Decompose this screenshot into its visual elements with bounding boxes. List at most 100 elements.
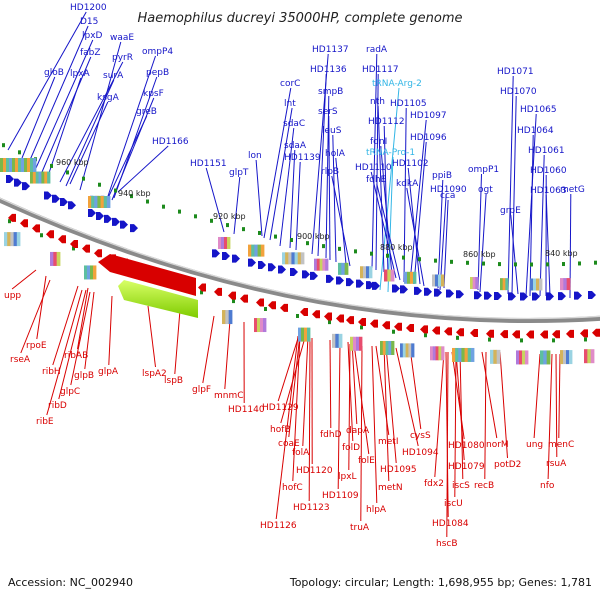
forward-gene-arrow xyxy=(484,291,492,300)
forward-gene-arrow xyxy=(268,263,276,272)
gene-label-hd1140: HD1140 xyxy=(228,405,265,415)
cog-color-block xyxy=(350,336,363,351)
gene-label-fdhd: fdhD xyxy=(320,430,342,440)
kbp-tick-label: 900 kbp xyxy=(297,232,330,241)
gene-label-hd1110: HD1110 xyxy=(355,163,392,173)
label-connector-line xyxy=(52,285,79,366)
gene-label-ribh: ribH xyxy=(42,367,61,377)
gene-label-hd1120: HD1120 xyxy=(296,466,333,476)
gene-label-grpe: grpE xyxy=(500,206,521,216)
scale-dash xyxy=(594,260,597,265)
reverse-gene-arrow xyxy=(346,316,354,325)
reverse-gene-arrow xyxy=(70,240,78,249)
reverse-gene-arrow xyxy=(382,321,390,330)
reverse-gene-arrow xyxy=(324,312,332,321)
scale-dash xyxy=(482,261,485,266)
forward-gene-arrow xyxy=(212,249,220,258)
cog-color-block xyxy=(4,232,21,247)
gene-label-menc: menC xyxy=(548,440,574,450)
scale-dash xyxy=(274,234,277,239)
forward-gene-arrow xyxy=(546,292,554,301)
label-connector-line xyxy=(70,291,91,386)
kbp-tick-label: 960 kbp xyxy=(56,158,89,167)
reverse-gene-arrow xyxy=(198,283,206,292)
reverse-gene-arrow xyxy=(406,324,414,333)
gene-label-hscb: hscB xyxy=(436,539,458,549)
scale-dash xyxy=(466,260,469,265)
gene-label-hd1129: HD1129 xyxy=(262,403,299,413)
gene-label-waae: waaE xyxy=(110,33,134,43)
gene-label-hd1095: HD1095 xyxy=(380,465,417,475)
reverse-gene-arrow xyxy=(432,326,440,335)
gene-label-hd1071: HD1071 xyxy=(497,67,534,77)
gene-label-ompp1: ompP1 xyxy=(468,165,499,175)
gene-label-hd1064: HD1064 xyxy=(517,126,554,136)
scale-dash xyxy=(178,209,181,214)
label-connector-line xyxy=(332,134,337,263)
label-connector-line xyxy=(371,53,378,269)
gene-label-recb: recB xyxy=(474,481,494,491)
label-connector-line xyxy=(371,345,378,504)
scale-dash xyxy=(98,182,101,187)
scale-dash xyxy=(392,329,395,334)
forward-gene-arrow xyxy=(232,254,240,263)
label-connector-line xyxy=(275,335,299,520)
label-connector-line xyxy=(107,115,148,199)
label-connector-line xyxy=(555,353,558,458)
scale-dash xyxy=(338,246,341,251)
forward-gene-arrow xyxy=(290,267,298,276)
reverse-gene-arrow xyxy=(214,287,222,296)
label-connector-line xyxy=(35,39,94,169)
gene-label-fdhe: fdhE xyxy=(366,175,387,185)
label-connector-line xyxy=(20,279,51,354)
scale-dash xyxy=(360,325,363,330)
gene-label-d15: D15 xyxy=(80,17,98,27)
gene-label-hd1112: HD1112 xyxy=(368,117,405,127)
reverse-gene-arrow xyxy=(240,294,248,303)
gene-label-dapa: dapA xyxy=(346,426,370,436)
forward-gene-arrow xyxy=(424,287,432,296)
gene-label-hofb: hofB xyxy=(270,425,291,435)
gene-label-trna-arg-2: tRNA-Arg-2 xyxy=(372,79,422,89)
gene-label-nfo: nfo xyxy=(540,481,555,491)
gene-label-hd1137: HD1137 xyxy=(312,45,349,55)
gene-label-hd1070: HD1070 xyxy=(500,87,537,97)
reverse-gene-arrow xyxy=(32,224,40,233)
forward-gene-arrow xyxy=(372,281,380,290)
label-connector-line xyxy=(108,295,113,366)
label-connector-line xyxy=(29,25,89,161)
gene-label-hd1080: HD1080 xyxy=(448,441,485,451)
label-connectors xyxy=(7,11,572,538)
gene-label-glpb: glpB xyxy=(74,371,94,381)
forward-gene-arrow xyxy=(120,220,128,229)
label-connector-line xyxy=(558,353,561,439)
scale-dash xyxy=(370,251,373,256)
gene-label-smpb: smpB xyxy=(318,87,343,97)
scale-dash xyxy=(530,262,533,267)
large-reverse-gene xyxy=(98,254,196,296)
gene-label-meti: metI xyxy=(378,437,399,447)
scale-dash xyxy=(402,255,405,260)
map-title: Haemophilus ducreyi 35000HP, complete ge… xyxy=(137,11,462,26)
gene-label-cyss: cysS xyxy=(410,431,431,441)
cog-color-block xyxy=(470,277,479,290)
scale-dash xyxy=(328,320,331,325)
label-connector-line xyxy=(377,105,385,273)
scale-dash xyxy=(82,176,85,181)
gene-labels: HD1200 D15 lpxD fabZ lpxA gloB pyrR surA waaE ksg… xyxy=(4,3,585,549)
gene-label-lpxd: lpxD xyxy=(82,31,103,41)
accession-text: Accession: NC_002940 xyxy=(8,576,133,589)
gene-label-fole: folE xyxy=(358,456,375,466)
gene-label-hd1123: HD1123 xyxy=(293,503,330,513)
gene-label-glpt: glpT xyxy=(229,168,249,178)
forward-gene-arrow xyxy=(68,201,76,210)
forward-gene-arrow xyxy=(248,258,256,267)
label-connector-line xyxy=(451,351,465,440)
reverse-gene-arrow xyxy=(470,329,478,338)
forward-gene-arrow xyxy=(222,252,230,261)
gene-label-hd1063: HD1063 xyxy=(530,186,567,196)
label-connector-line xyxy=(36,275,47,340)
label-connector-line xyxy=(41,56,92,173)
forward-gene-arrow xyxy=(6,174,14,183)
gene-label-hd1097: HD1097 xyxy=(410,111,447,121)
